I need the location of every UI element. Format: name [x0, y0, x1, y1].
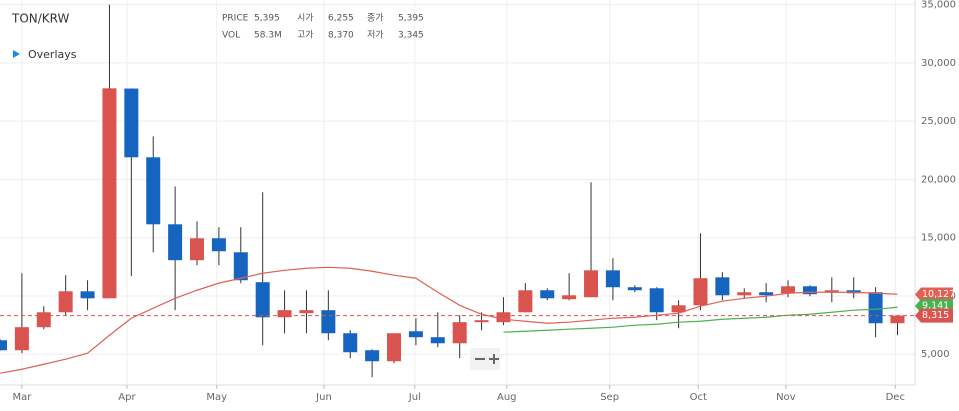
candle-body	[124, 88, 139, 158]
price-tag-bg	[915, 287, 953, 302]
candle-body	[277, 310, 292, 318]
y-tick-label: 35,000	[921, 0, 956, 11]
info-value: 5,395	[254, 14, 280, 24]
info-label: VOL	[222, 31, 240, 41]
candle-body	[584, 270, 599, 298]
candle-body	[868, 292, 883, 324]
price-tag-label: 8,315	[922, 310, 949, 321]
plot	[0, 4, 915, 378]
price-tag-label: 10,127	[922, 289, 955, 300]
candle-body	[824, 290, 839, 293]
chart-title: TON/KRW	[11, 12, 70, 26]
candle-body	[343, 333, 358, 353]
x-tick-label: Mar	[12, 392, 32, 403]
y-tick-label: 5,000	[921, 349, 950, 360]
x-tick-label: Aug	[497, 392, 517, 403]
y-tick-label: 20,000	[921, 174, 956, 185]
info-value: 58.3M	[254, 31, 282, 41]
info-value: 6,255	[328, 14, 354, 24]
moving-average-line	[503, 306, 898, 333]
candle-body	[562, 295, 577, 300]
candle-body	[387, 333, 402, 362]
candle-body	[190, 238, 205, 261]
price-tag-bg	[915, 308, 953, 323]
x-tick-label: Jun	[315, 392, 332, 403]
candle-body	[759, 292, 774, 296]
candle-body	[36, 312, 51, 328]
info-label: 저가	[367, 30, 384, 41]
candle-body	[146, 157, 161, 225]
zoom-controls	[470, 348, 500, 370]
candle-body	[0, 340, 7, 351]
info-label: 시가	[297, 13, 314, 24]
candle-body	[168, 224, 183, 261]
candle-body	[321, 310, 336, 334]
candle-body	[518, 290, 533, 313]
grid	[0, 0, 915, 385]
info-label: 고가	[297, 30, 314, 41]
candle-body	[80, 291, 95, 299]
candle-body	[58, 291, 73, 313]
info-value: 3,345	[398, 31, 424, 41]
candle-body	[540, 290, 555, 299]
candle-body	[605, 270, 620, 288]
info-label: 종가	[367, 13, 384, 24]
overlays-icon[interactable]	[13, 50, 20, 58]
candle-body	[408, 331, 423, 338]
candle-body	[781, 286, 796, 294]
x-tick-label: Jul	[408, 392, 421, 403]
candle-body	[452, 322, 467, 344]
candle-body	[365, 350, 380, 362]
x-tick-label: Dec	[886, 392, 905, 403]
x-tick-label: May	[206, 392, 227, 403]
candle-body	[649, 288, 664, 313]
info-value: 8,370	[328, 31, 354, 41]
candle-body	[715, 277, 730, 296]
x-tick-label: Nov	[776, 392, 796, 403]
candle-body	[233, 252, 248, 281]
candle-body	[496, 312, 511, 323]
candle-body	[474, 320, 489, 323]
y-tick-label: 15,000	[921, 233, 956, 244]
candle-body	[627, 287, 642, 291]
overlays-button[interactable]: Overlays	[28, 48, 77, 61]
candle-body	[14, 327, 29, 351]
y-tick-label: 25,000	[921, 116, 956, 127]
candle-body	[802, 286, 817, 295]
info-value: 5,395	[398, 14, 424, 24]
candle-body	[102, 88, 117, 299]
candle-body	[299, 310, 314, 314]
candle-body	[211, 238, 226, 252]
x-tick-label: Sep	[600, 392, 619, 403]
candle-body	[890, 315, 905, 324]
candle-body	[430, 337, 445, 344]
candle-body	[255, 282, 270, 318]
info-label: PRICE	[222, 14, 249, 24]
candle-body	[737, 292, 752, 296]
price-tag-label: 9,141	[922, 300, 949, 311]
candle-body	[693, 278, 708, 306]
candle-body	[671, 305, 686, 313]
x-tick-label: Apr	[118, 392, 136, 403]
moving-average-line	[0, 266, 898, 374]
y-tick-label: 30,000	[921, 58, 956, 69]
x-tick-label: Oct	[690, 392, 707, 403]
